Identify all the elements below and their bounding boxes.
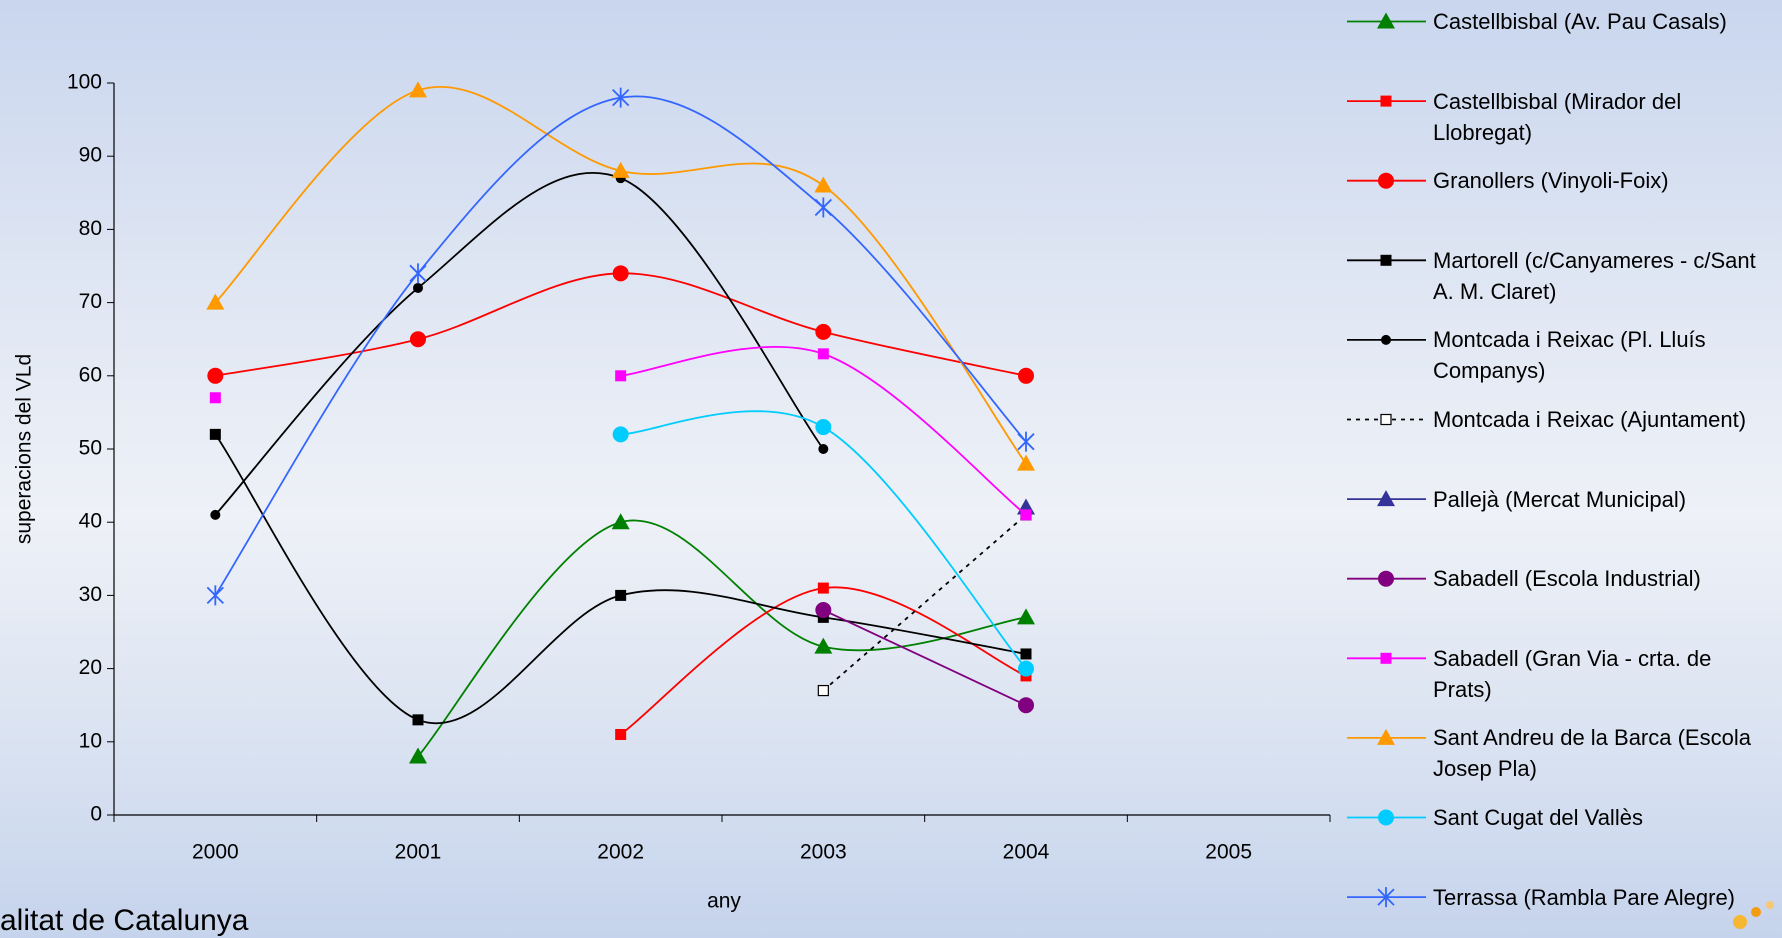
series-line [417,519,1027,758]
marker [615,370,627,382]
marker [412,714,424,726]
x-tick-label: 2002 [597,841,644,864]
marker [612,426,629,443]
marker [409,81,427,98]
marker [1018,367,1034,384]
marker [409,263,427,284]
marker [815,419,832,436]
x-axis-label: any [707,890,741,913]
marker [209,392,221,404]
legend-label: Martorell (c/Canyameres - c/Sant A. M. C… [1433,247,1756,304]
marker [615,728,627,740]
marker [1380,254,1392,266]
marker [1378,570,1394,587]
series-line [215,272,1027,377]
marker [817,348,829,360]
legend-label: Pallejà (Mercat Municipal) [1433,486,1687,512]
series-line [214,95,1027,596]
legend-label: Sant Andreu de la Barca (Escola Josep Pl… [1433,725,1751,782]
legend-label: Castellbisbal (Av. Pau Casals) [1433,9,1727,34]
marker [209,428,221,440]
marker [1377,490,1395,507]
marker [611,513,630,530]
y-tick-label: 0 [90,803,102,826]
marker [1380,652,1392,664]
legend-label: Sabadell (Escola Industrial) [1433,566,1701,592]
legend-label: Montcada i Reixac (Pl. Lluís Companys) [1433,327,1706,384]
marker [1020,648,1032,660]
footer-text: alitat de Catalunya [0,904,249,937]
marker [210,509,221,520]
marker [1377,887,1395,908]
y-axis-label: superacions del VLd [13,354,36,544]
marker [410,331,426,348]
series-line [214,172,825,516]
y-tick-label: 100 [67,71,102,94]
marker [413,282,423,293]
marker [1017,608,1035,625]
y-tick-label: 80 [79,217,102,240]
marker [207,367,224,384]
legend [1347,12,1426,908]
marker [1017,454,1035,471]
logo-dot [1751,907,1761,917]
marker [815,602,832,619]
marker [1377,12,1395,29]
marker [612,87,630,108]
series-line [822,609,1027,707]
marker [615,589,627,601]
y-tick-label: 70 [79,290,102,313]
legend-label: Sabadell (Gran Via - crta. de Prats) [1433,645,1712,702]
marker [611,161,630,178]
y-tick-label: 90 [79,144,102,167]
y-tick-label: 50 [79,437,102,460]
marker [1018,660,1034,677]
marker [814,637,833,654]
x-tick-label: 2001 [395,841,442,864]
marker [612,265,629,282]
y-tick-label: 60 [79,363,102,386]
legend-label: Castellbisbal (Mirador del Llobregat) [1433,88,1682,145]
x-tick-label: 2000 [192,841,239,864]
x-tick-label: 2005 [1205,841,1252,864]
marker [1378,809,1394,826]
series-line [822,514,1027,692]
logo-dot [1733,915,1747,929]
marker [409,747,427,764]
legend-label: Granollers (Vinyoli-Foix) [1433,168,1669,194]
legend-label: Montcada i Reixac (Ajuntament) [1433,407,1747,432]
marker [1020,509,1032,521]
legend-label: Terrassa (Rambla Pare Alegre) [1433,884,1736,910]
marker [1018,697,1034,714]
marker [1017,431,1035,452]
y-tick-label: 40 [79,510,102,533]
logo-dot [1766,901,1774,909]
marker [1381,334,1391,345]
marker [818,444,829,454]
marker [1380,95,1392,107]
marker [1378,172,1394,189]
marker [206,293,225,310]
marker [817,582,829,594]
marker [1380,413,1392,426]
x-tick-label: 2004 [1003,841,1050,864]
marker [814,197,832,218]
series-line [214,433,1027,725]
marker [817,684,829,697]
legend-label: Sant Cugat del Vallès [1433,805,1643,830]
marker [1377,728,1395,745]
marker [815,323,832,340]
y-tick-label: 20 [79,656,102,679]
marker [814,176,833,193]
marker [206,585,224,606]
y-tick-label: 30 [79,583,102,606]
y-tick-label: 10 [79,729,102,752]
x-tick-label: 2003 [800,841,847,864]
